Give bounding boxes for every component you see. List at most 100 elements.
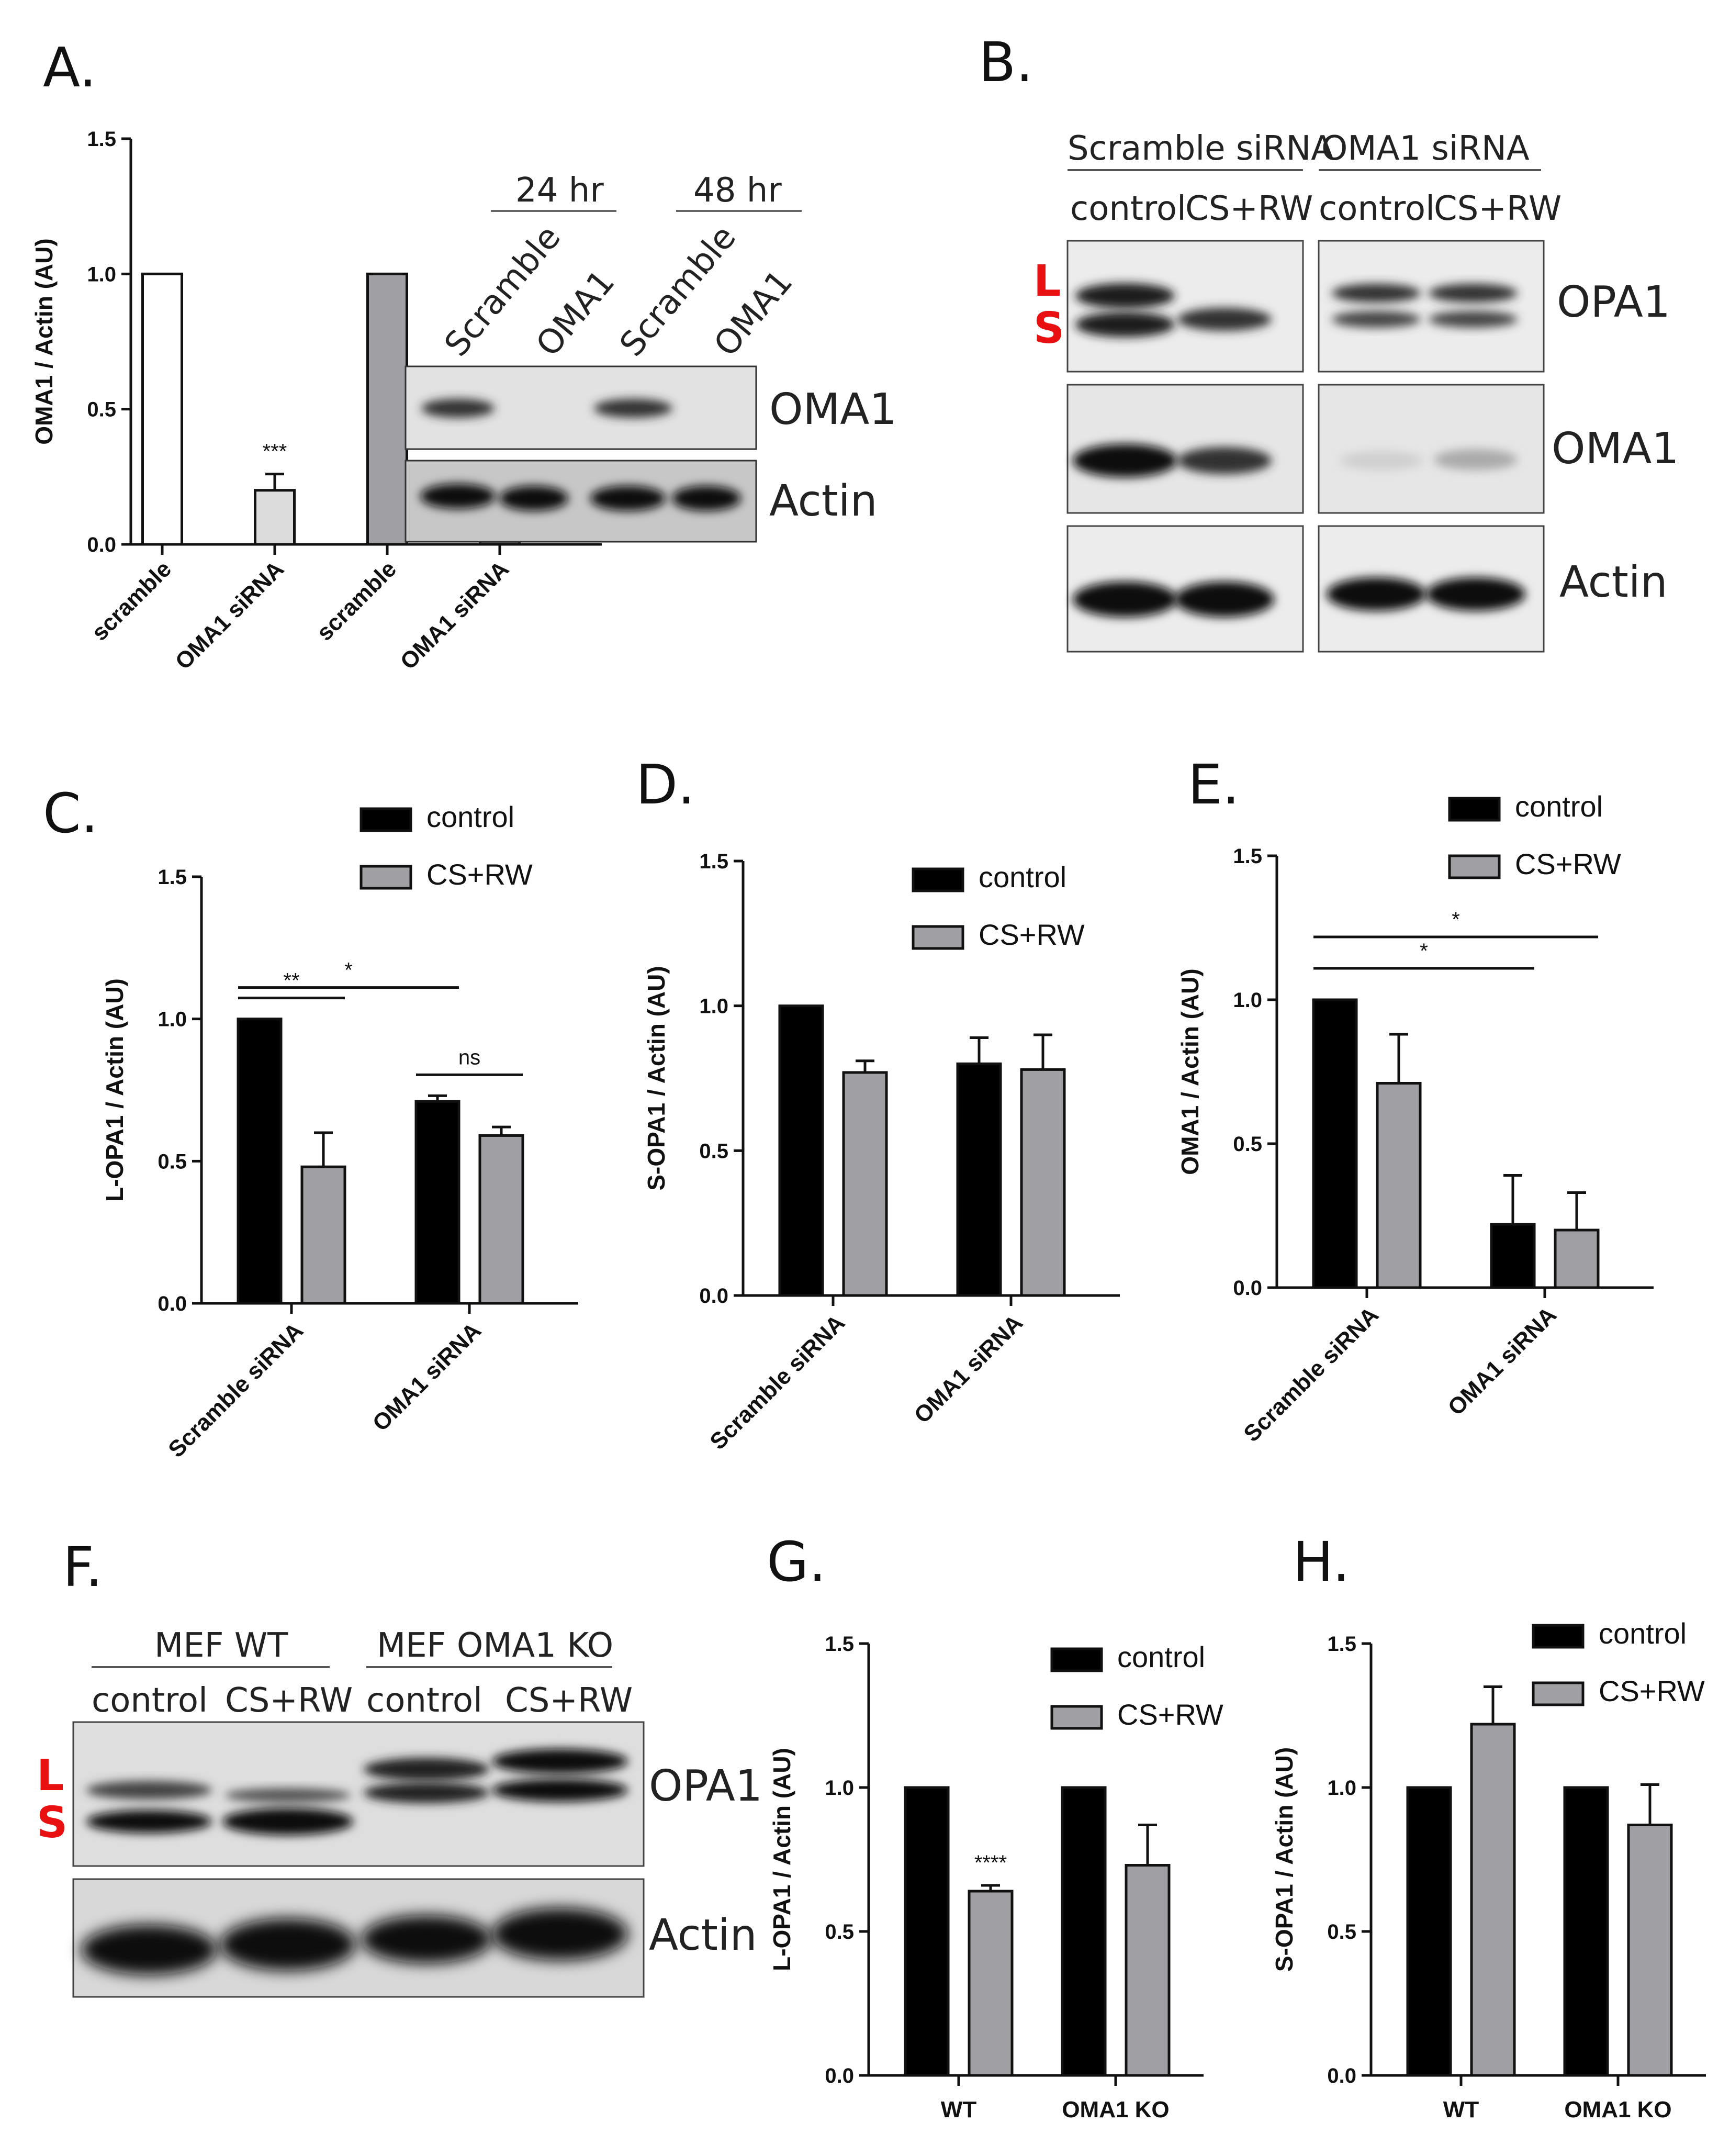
blot-a-time-48: 48 hr: [693, 171, 782, 210]
chart-c-y-label: L-OPA1 / Actin (AU): [101, 978, 128, 1202]
blot-b-oma1-band: [1340, 451, 1423, 470]
blot-b-short-form-label: S: [1033, 304, 1064, 353]
blot-f-lane-2: CS+RW: [225, 1681, 353, 1720]
panel-letter-f: F.: [63, 1535, 103, 1599]
blot-f-opa1-band: [225, 1788, 351, 1803]
chart-a-category-label: OMA1 siRNA: [396, 556, 514, 675]
chart-d-bar-treated: [1020, 1068, 1066, 1297]
blot-a-oma1-band-1: [421, 399, 495, 418]
chart-h-category-label: OMA1 KO: [1564, 2097, 1671, 2123]
blot-f-opa1-label: OPA1: [649, 1761, 762, 1811]
chart-g-y-tick-label: 0.0: [825, 2064, 854, 2087]
chart-c-significance: ns: [458, 1046, 480, 1069]
chart-e-bar-control: [1312, 998, 1358, 1289]
chart-e-bar-treated: [1376, 1082, 1422, 1289]
chart-c-category-label: OMA1 siRNA: [368, 1317, 487, 1436]
blot-b-lane-2: CS+RW: [1185, 189, 1313, 228]
chart-g-bar-control: [1061, 1786, 1107, 2077]
chart-e-bar-control: [1490, 1223, 1536, 1289]
chart-c-y-tick-label: 0.0: [158, 1292, 187, 1315]
chart-d-legend-label: control: [979, 861, 1066, 893]
chart-d-category-label: Scramble siRNA: [705, 1310, 850, 1455]
blot-f: MEF WT MEF OMA1 KO control CS+RW control…: [37, 1626, 762, 1998]
panel-letter-e: E.: [1188, 753, 1240, 817]
chart-d-bar-control: [956, 1062, 1002, 1297]
chart-e-y-tick-label: 0.5: [1233, 1133, 1262, 1156]
chart-c-legend-label: CS+RW: [426, 858, 533, 891]
blot-b-opa1-band: [1177, 308, 1272, 331]
blot-a: 24 hr 48 hr Scramble OMA1 Scramble OMA1 …: [405, 171, 897, 543]
chart-d-legend-swatch: [912, 867, 964, 892]
blot-b-opa1-band: [1429, 284, 1518, 303]
blot-a-actin-band-4: [672, 486, 741, 511]
chart-g-legend-label: control: [1117, 1640, 1205, 1673]
blot-b-oma1-band: [1073, 444, 1177, 477]
chart-c-legend-label: control: [426, 800, 514, 833]
blot-b-opa1-label: OPA1: [1557, 277, 1670, 327]
chart-h-bar-control: [1406, 1786, 1452, 2077]
blot-b-opa1-band: [1075, 312, 1175, 337]
chart-e-bar-treated: [1554, 1228, 1600, 1289]
chart-g-category-label: WT: [941, 2097, 977, 2123]
chart-h-bar-control: [1563, 1786, 1609, 2077]
chart-g-y-tick-label: 0.5: [825, 1920, 854, 1943]
chart-h-legend-swatch: [1532, 1681, 1585, 1706]
blot-b-group-1: Scramble siRNA: [1068, 129, 1334, 168]
chart-a-significance: ***: [263, 440, 287, 463]
blot-a-actin-label: Actin: [769, 476, 878, 526]
blot-b-opa1-band: [1332, 284, 1421, 303]
blot-a-actin-band-1: [420, 484, 496, 509]
blot-f-actin-band: [361, 1915, 492, 1963]
blot-b-actin-band: [1175, 582, 1274, 617]
chart-g: 0.0 0.5 1.0 1.5 L-OPA1 / Actin (AU) WT OMA1 KO…: [768, 1633, 1223, 2123]
blot-f-opa1-band: [86, 1781, 212, 1800]
blot-b-group-2: OMA1 siRNA: [1321, 129, 1530, 168]
blot-b-lane-3: control: [1319, 189, 1435, 228]
chart-e-legend-label: CS+RW: [1515, 847, 1621, 880]
chart-d-legend-label: CS+RW: [979, 918, 1085, 951]
chart-e: 0.0 0.5 1.0 1.5 OMA1 / Actin (AU) Scramble si…: [1176, 790, 1654, 1447]
blot-b-actin-label: Actin: [1559, 557, 1668, 607]
blot-f-actin-band: [492, 1908, 628, 1960]
blot-f-opa1-band: [222, 1808, 353, 1835]
blot-b-oma1-label: OMA1: [1552, 424, 1679, 474]
chart-e-legend-label: control: [1515, 790, 1603, 823]
chart-g-y-label: L-OPA1 / Actin (AU): [768, 1748, 795, 1971]
chart-d: 0.0 0.5 1.0 1.5 S-OPA1 / Actin (AU) Scramble …: [643, 850, 1120, 1455]
panel-letter-g: G.: [767, 1530, 826, 1594]
chart-c-significance: *: [344, 959, 353, 982]
chart-g-bar-treated: [968, 1890, 1014, 2077]
chart-g-category-label: OMA1 KO: [1062, 2097, 1169, 2123]
chart-d-y-label: S-OPA1 / Actin (AU): [643, 966, 670, 1190]
blot-b-opa1-right: [1318, 240, 1545, 373]
chart-d-legend-swatch: [912, 925, 964, 950]
chart-e-category-label: Scramble siRNA: [1239, 1302, 1384, 1447]
chart-a-y-label: OMA1 / Actin (AU): [30, 238, 58, 444]
chart-h-bar-treated: [1470, 1723, 1516, 2077]
chart-a-bar: [254, 489, 296, 546]
chart-g-significance: ****: [974, 1851, 1007, 1874]
chart-h-legend-label: control: [1599, 1617, 1687, 1650]
blot-b-opa1-band: [1075, 283, 1175, 308]
chart-e-y-tick-label: 1.0: [1233, 989, 1262, 1012]
blot-f-long-form-label: L: [37, 1751, 64, 1801]
blot-b-opa1-band: [1332, 311, 1421, 328]
chart-g-bar-treated: [1125, 1864, 1171, 2077]
chart-h-y-tick-label: 0.5: [1327, 1920, 1356, 1943]
chart-g-legend-swatch: [1050, 1705, 1103, 1730]
blot-f-short-form-label: S: [37, 1798, 68, 1848]
chart-e-y-label: OMA1 / Actin (AU): [1176, 968, 1204, 1175]
chart-e-category-label: OMA1 siRNA: [1443, 1302, 1562, 1421]
chart-a-y-tick-label: 1.0: [87, 263, 116, 286]
panel-letter-a: A.: [43, 36, 96, 99]
blot-f-group-2: MEF OMA1 KO: [377, 1626, 613, 1665]
blot-b-oma1-band: [1177, 447, 1272, 474]
chart-d-bar-treated: [842, 1071, 888, 1297]
chart-h-bar-treated: [1627, 1824, 1673, 2077]
panel-letter-d: D.: [636, 753, 695, 817]
chart-c-y-tick-label: 1.5: [158, 866, 187, 889]
panel-letter-h: H.: [1293, 1530, 1350, 1594]
chart-g-legend-swatch: [1050, 1647, 1103, 1672]
blot-a-actin-band-2: [499, 486, 568, 511]
